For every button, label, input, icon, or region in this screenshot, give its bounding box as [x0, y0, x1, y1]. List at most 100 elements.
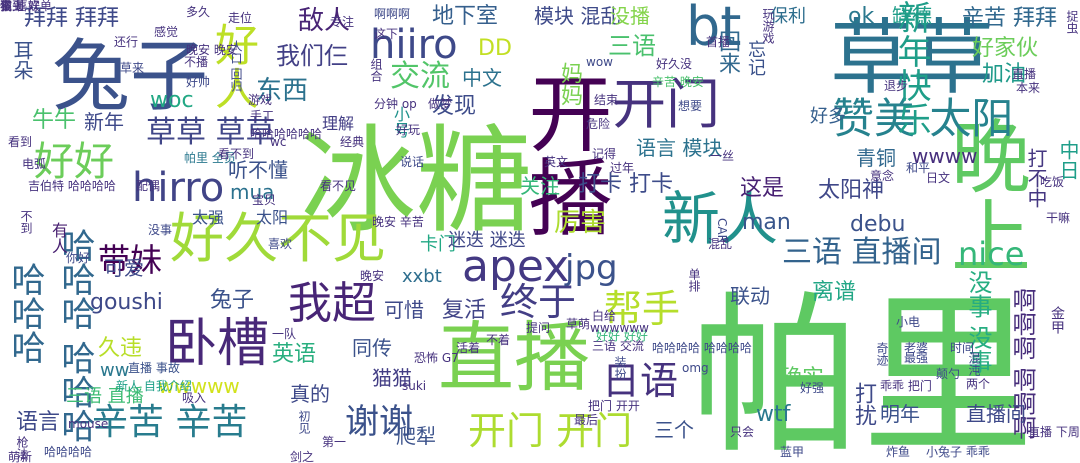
word-65: 中日: [1056, 140, 1080, 180]
word-171: 吃饭: [1040, 175, 1065, 189]
word-209: 做上 好单: [0, 0, 52, 13]
word-91: 英语: [272, 342, 317, 367]
word-3: 草草: [830, 11, 995, 106]
word-95: wwwww: [158, 374, 240, 398]
word-149: 人口 回归: [229, 40, 243, 92]
word-135: 只会: [730, 425, 755, 439]
word-195: 一队: [272, 327, 297, 341]
word-5: 兔子: [52, 32, 209, 122]
word-120: 新人 自我介绍: [116, 379, 192, 393]
word-52: 妈妈: [557, 62, 582, 106]
word-62: 语言 模块: [636, 136, 723, 160]
word-20: 哈哈哈 哈哈哈: [55, 228, 95, 443]
word-183: 电弧: [22, 157, 47, 171]
word-182: 吸入: [182, 391, 207, 405]
word-137: 炸鱼: [886, 445, 911, 459]
word-10: 开门: [612, 73, 720, 136]
word-27: 帮手: [604, 287, 681, 331]
word-26: 终于: [500, 280, 577, 324]
word-97: 真的: [290, 382, 330, 406]
word-15: 好人: [207, 22, 258, 110]
word-55: 发现: [432, 94, 477, 119]
word-189: 哈哈哈哈哈哈: [250, 127, 323, 141]
word-47: 好家伙: [972, 36, 1039, 61]
word-4: 晚上: [938, 115, 1031, 275]
word-63: 青铜: [856, 146, 896, 170]
word-168: 干嘛: [1046, 211, 1071, 225]
word-190: wc: [270, 135, 287, 149]
word-173: 混乱: [708, 237, 733, 251]
word-90: ww: [100, 360, 130, 381]
word-129: 乖乖 把门: [880, 379, 932, 393]
word-104: 三个: [654, 418, 694, 442]
word-93: 猫猫: [372, 366, 412, 390]
word-136: 蓝甲: [780, 445, 805, 459]
word-21: 新年快乐: [891, 0, 931, 136]
word-109: 辛苦 晚安: [652, 75, 704, 89]
word-107: 多久: [186, 5, 211, 19]
word-206: 吉伯特 哈哈哈哈: [28, 179, 116, 193]
word-13: 我超: [288, 278, 376, 329]
word-71: 这是: [740, 176, 785, 201]
word-89: 久违: [98, 336, 143, 361]
word-18: 好好: [34, 139, 114, 185]
word-159: 危险: [586, 117, 611, 131]
word-150: 直播: [1012, 67, 1037, 81]
word-42: 模块 混乱: [534, 4, 621, 28]
word-210: 不到: [0, 0, 25, 13]
word-83: goushi: [90, 290, 163, 315]
word-157: 分钟 op: [374, 97, 417, 111]
word-86: 复活: [442, 298, 487, 323]
word-37: 东西: [256, 76, 309, 106]
word-131: 混沌: [967, 352, 981, 376]
word-147: 好帅: [186, 75, 211, 89]
word-115: 说话: [400, 155, 425, 169]
word-184: 看不见: [320, 179, 357, 193]
word-163: 经典: [340, 135, 365, 149]
word-133: 好强: [800, 381, 825, 395]
word-74: man: [742, 210, 791, 235]
word-1: 冰糖: [300, 114, 532, 249]
word-8: 好久不见: [170, 207, 386, 270]
word-188: 看不到: [218, 147, 255, 161]
word-45: ok: [848, 4, 875, 29]
word-33: 啊啊啊 啊啊啊: [1008, 288, 1036, 440]
word-57: 牛牛: [32, 108, 77, 133]
word-94: 确实: [780, 366, 825, 391]
word-185: 配偶: [136, 179, 161, 193]
word-141: 晚安: [360, 269, 385, 283]
word-139: 哈哈哈哈: [44, 445, 93, 459]
word-70: 打卡 打卡: [578, 172, 673, 197]
word-103: 爬犁: [396, 424, 436, 448]
word-208: 我 喜欢: [0, 0, 40, 13]
word-112: 结束: [594, 93, 619, 107]
word-165: 帕里 全员: [184, 151, 236, 165]
word-200: 白给: [592, 309, 617, 323]
word-105: 耳朵: [10, 40, 34, 80]
word-14: 赞美 太阳: [832, 94, 1014, 143]
word-113: 想要: [678, 99, 703, 113]
word-0: 帕里: [690, 276, 1034, 463]
word-67: 听不懂: [228, 158, 288, 182]
word-108: 好久没: [656, 57, 693, 71]
word-9: bt: [686, 0, 742, 58]
word-75: debu: [850, 212, 906, 237]
word-164: 好玩: [396, 123, 421, 137]
word-124: 小电: [896, 315, 921, 329]
word-58: 新年: [84, 110, 124, 134]
word-203: 剑之: [290, 450, 315, 463]
word-69: 关注: [520, 174, 560, 198]
word-155: wow: [586, 55, 613, 69]
word-170: 意念: [870, 169, 895, 183]
word-193: 游戏: [248, 93, 273, 107]
word-43: 没播: [610, 4, 650, 28]
word-6: 直播: [438, 313, 590, 402]
word-127: 老婆: [904, 341, 929, 355]
word-196: 捉虫: [1065, 10, 1079, 34]
word-46: 缺德: [892, 4, 932, 28]
word-132: 奇迹: [875, 342, 889, 366]
word-23: 开门 开门: [468, 409, 633, 453]
word-161: 过年: [610, 161, 635, 175]
word-143: 啊啊啊: [374, 7, 411, 21]
word-99: 打扰: [851, 382, 876, 426]
